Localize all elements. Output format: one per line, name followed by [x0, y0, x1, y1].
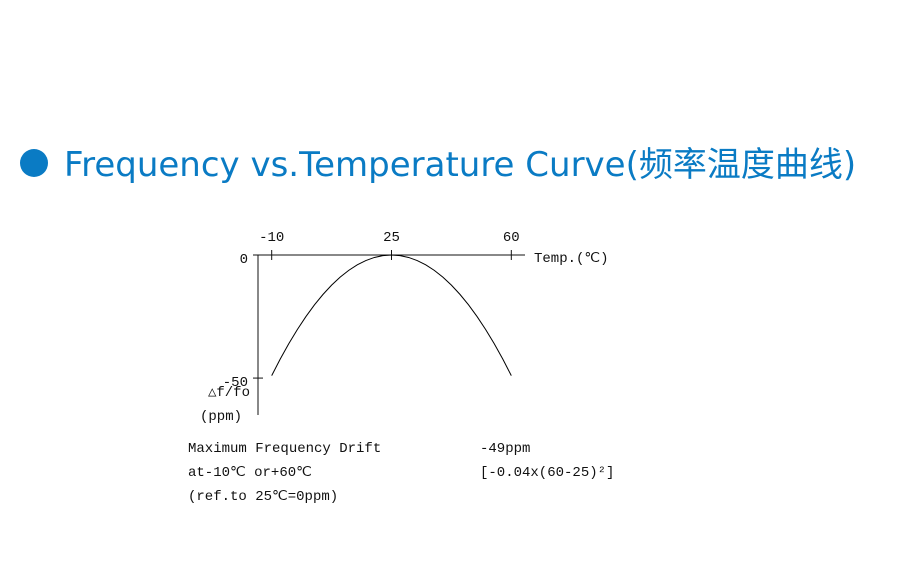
x-tick-label: -10 — [259, 230, 284, 246]
annotation: [-0.04x(60-25)²] — [480, 465, 614, 481]
annotation: -49ppm — [480, 441, 530, 457]
annotation: Maximum Frequency Drift — [188, 441, 381, 457]
annotation: (ref.to 25℃=0ppm) — [188, 489, 338, 505]
y-axis-label: △f/fo — [208, 385, 250, 401]
y-tick-label: 0 — [240, 252, 248, 268]
y-tick-label: -50 — [223, 375, 248, 391]
bullet — [20, 149, 48, 177]
y-axis-label: (ppm) — [200, 409, 242, 425]
annotation: at-10℃ or+60℃ — [188, 465, 312, 481]
curve — [271, 254, 512, 376]
chart-title: Frequency vs.Temperature Curve(频率温度曲线) — [64, 145, 856, 185]
x-tick-label: 60 — [503, 230, 520, 246]
x-axis-label: Temp.(℃) — [534, 251, 609, 267]
x-tick-label: 25 — [383, 230, 400, 246]
